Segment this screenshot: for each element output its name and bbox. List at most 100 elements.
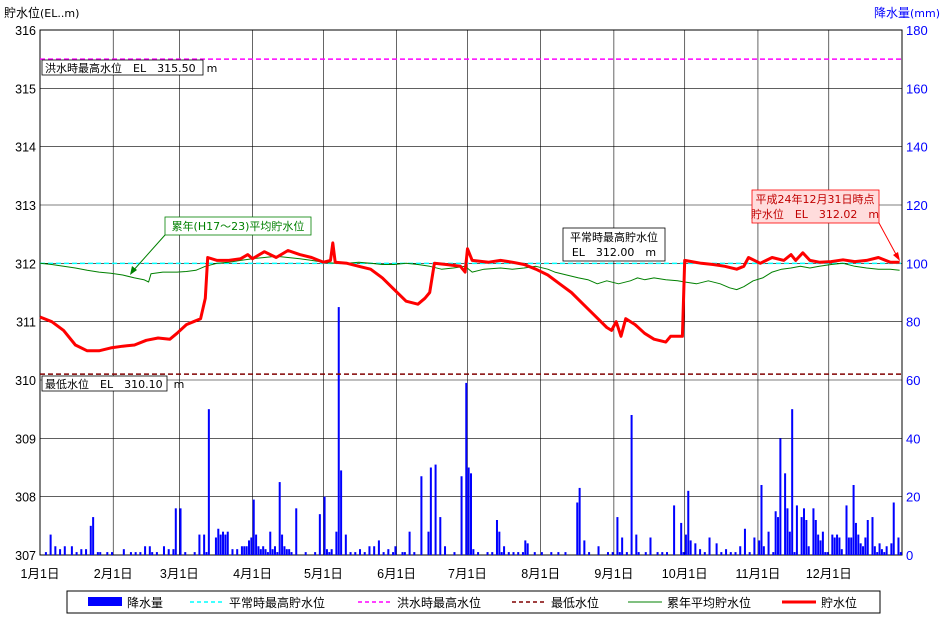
rainfall-bar xyxy=(420,476,423,555)
rainfall-bar xyxy=(354,552,357,555)
rainfall-bar xyxy=(767,531,770,555)
rainfall-bar xyxy=(772,552,775,555)
rainfall-bar xyxy=(812,508,815,555)
rainfall-bar xyxy=(588,552,591,555)
left-tick-label: 316 xyxy=(15,24,36,38)
rainfall-bar xyxy=(708,537,711,555)
rainfall-bar xyxy=(819,540,822,555)
rainfall-bar xyxy=(148,546,151,555)
rainfall-bar xyxy=(899,552,902,555)
x-tick-label: 10月1日 xyxy=(662,567,708,581)
rainfall-bar xyxy=(337,307,340,555)
rainfall-bar xyxy=(802,508,805,555)
rainfall-bar xyxy=(271,549,274,555)
rainfall-bar xyxy=(198,534,201,555)
rainfall-bar xyxy=(96,552,99,555)
rainfall-bar xyxy=(491,552,494,555)
rainfall-bar xyxy=(637,552,640,555)
rainfall-bar xyxy=(618,552,621,555)
rainfall-bar xyxy=(762,546,765,555)
rainfall-bar xyxy=(99,552,102,555)
rainfall-bar xyxy=(314,552,317,555)
rainfall-bar xyxy=(122,549,125,555)
rainfall-bar xyxy=(278,482,281,555)
rainfall-bar xyxy=(517,552,520,555)
rainfall-bar xyxy=(524,540,527,555)
rainfall-bars xyxy=(44,307,902,555)
right-tick-label: 140 xyxy=(906,140,928,155)
rainfall-bar xyxy=(680,522,683,555)
rainfall-bar xyxy=(248,540,251,555)
rainfall-bar xyxy=(467,467,470,555)
rainfall-bar xyxy=(382,552,385,555)
rainfall-bar xyxy=(469,473,473,555)
rainfall-bar xyxy=(285,549,288,555)
rainfall-bar xyxy=(540,552,543,555)
rainfall-bar xyxy=(656,552,659,555)
rainfall-bar xyxy=(760,485,763,555)
x-tick-label: 11月1日 xyxy=(735,567,780,581)
rainfall-bar xyxy=(734,552,737,555)
average-level-annotation: 累年(H17～23)平均貯水位 xyxy=(130,216,312,275)
rainfall-bar xyxy=(257,546,260,555)
rainfall-bar xyxy=(814,520,817,555)
rainfall-bar xyxy=(219,534,222,555)
rainfall-bar xyxy=(878,543,881,555)
rainfall-bar xyxy=(413,552,416,555)
rainfall-bar xyxy=(564,552,567,555)
right-tick-label: 0 xyxy=(906,548,913,563)
rainfall-bar xyxy=(616,517,619,555)
rainfall-bar xyxy=(472,549,475,555)
rainfall-bar xyxy=(129,552,132,555)
rainfall-bar xyxy=(821,531,824,555)
rainfall-bar xyxy=(739,546,742,555)
water-level-line xyxy=(39,241,900,353)
rainfall-bar xyxy=(807,546,810,555)
rainfall-bar xyxy=(222,531,225,555)
rainfall-bar xyxy=(831,534,834,555)
left-tick-label: 310 xyxy=(15,374,36,388)
rainfall-bar xyxy=(387,549,390,555)
rainfall-bar xyxy=(453,552,456,555)
normal-level-annotation: 平常時最高貯水位 EL 312.00 m xyxy=(562,227,666,262)
average-level-label: 累年(H17～23)平均貯水位 xyxy=(172,219,305,233)
left-tick-label: 308 xyxy=(15,491,36,505)
vertical-gridlines xyxy=(112,30,830,555)
rainfall-bar xyxy=(854,522,857,555)
rainfall-bar xyxy=(252,499,255,555)
rainfall-bar xyxy=(526,543,529,555)
rainfall-bar xyxy=(597,546,600,555)
latest-level-label-line1: 平成24年12月31日時点 xyxy=(756,192,875,206)
rainfall-bar xyxy=(521,552,524,555)
rainfall-bar xyxy=(85,549,88,555)
rainfall-bar xyxy=(134,552,137,555)
right-tick-label: 40 xyxy=(906,431,920,446)
rainfall-bar xyxy=(500,552,503,555)
rainfall-bar xyxy=(80,549,83,555)
rainfall-bar xyxy=(795,505,798,555)
rainfall-bar xyxy=(139,552,142,555)
rainfall-bar xyxy=(793,552,796,555)
legend-normal: 平常時最高貯水位 xyxy=(229,595,325,610)
right-tick-label: 100 xyxy=(906,256,928,271)
latest-level-label-line2: 貯水位 EL 312.02 m xyxy=(751,207,879,221)
rainfall-bar xyxy=(774,511,777,555)
left-tick-label: 309 xyxy=(15,432,36,446)
rainfall-bar xyxy=(715,543,718,555)
rainfall-bar xyxy=(748,552,751,555)
rainfall-bar xyxy=(49,534,52,555)
rainfall-bar xyxy=(358,549,362,555)
x-tick-label: 3月1日 xyxy=(160,567,199,581)
rainfall-bar xyxy=(583,540,586,555)
rainfall-bar xyxy=(273,546,276,555)
rainfall-bar xyxy=(699,549,702,555)
rainfall-bar xyxy=(276,552,279,555)
right-tick-label: 60 xyxy=(906,373,920,388)
rainfall-bar xyxy=(340,470,343,555)
x-tick-label: 8月1日 xyxy=(521,567,560,581)
rainfall-bar xyxy=(231,549,234,555)
normal-level-label-line2: EL 312.00 m xyxy=(572,246,656,259)
rainfall-bar xyxy=(611,552,614,555)
rainfall-bar xyxy=(862,546,865,555)
right-tick-label: 180 xyxy=(906,23,928,38)
